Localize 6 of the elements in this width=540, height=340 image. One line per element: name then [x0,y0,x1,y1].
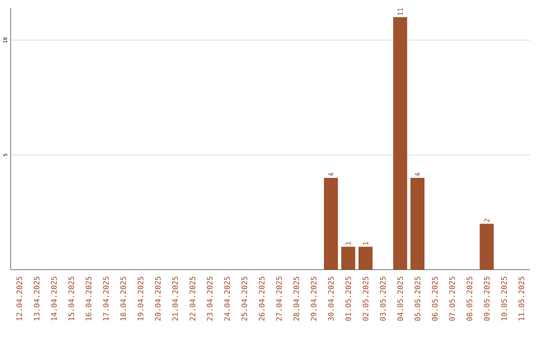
bar [393,17,408,270]
bar [410,178,424,270]
bar [358,246,373,270]
bar [341,246,356,270]
bar [324,178,338,270]
bar [480,224,494,270]
